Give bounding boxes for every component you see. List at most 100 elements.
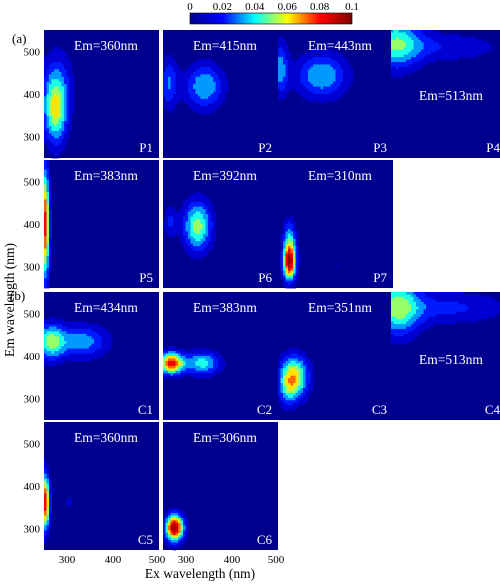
contour-cell	[94, 328, 97, 332]
contour-cell	[71, 324, 75, 327]
contour-cell	[205, 211, 209, 215]
contour-cell	[285, 260, 289, 264]
contour-cell	[195, 194, 199, 198]
contour-cell	[403, 333, 407, 337]
contour-cell	[298, 76, 301, 80]
contour-cell	[198, 76, 201, 80]
contour-cell	[315, 101, 319, 105]
contour-cell	[280, 260, 284, 264]
contour-cell	[473, 54, 477, 58]
contour-cell	[44, 84, 47, 88]
contour-cell	[59, 91, 62, 95]
contour-cell	[46, 145, 50, 149]
contour-cell	[418, 57, 422, 60]
contour-cell	[69, 351, 72, 354]
contour-cell	[303, 98, 306, 102]
contour-cell	[198, 199, 201, 203]
contour-cell	[190, 89, 194, 92]
contour-cell	[396, 299, 399, 303]
contour-cell	[293, 241, 296, 245]
contour-cell	[426, 54, 429, 58]
contour-cell	[205, 228, 209, 232]
contour-cell	[223, 98, 226, 102]
contour-cell	[398, 343, 402, 347]
contour-cell	[428, 311, 432, 315]
contour-cell	[283, 392, 286, 396]
contour-cell	[86, 338, 90, 342]
contour-cell	[64, 111, 67, 115]
contour-cell	[198, 248, 201, 252]
contour-cell	[218, 358, 221, 362]
contour-cell	[79, 324, 82, 327]
contour-cell	[411, 54, 414, 58]
contour-cell	[330, 81, 334, 85]
contour-cell	[198, 196, 201, 200]
contour-cell	[173, 542, 176, 546]
contour-cell	[403, 328, 407, 332]
contour-cell	[310, 378, 314, 382]
contour-cell	[431, 52, 434, 56]
contour-cell	[170, 527, 174, 531]
contour-cell	[411, 64, 414, 68]
contour-cell	[190, 211, 194, 215]
contour-cell	[323, 91, 326, 95]
contour-cell	[66, 138, 70, 142]
contour-cell	[183, 74, 186, 78]
contour-cell	[163, 106, 166, 110]
contour-cell	[298, 385, 301, 389]
contour-cell	[325, 84, 329, 88]
contour-cell	[308, 370, 311, 374]
contour-cell	[163, 91, 166, 95]
contour-cell	[208, 356, 211, 359]
contour-cell	[446, 39, 449, 43]
contour-cell	[165, 54, 169, 58]
contour-cell	[49, 527, 52, 531]
contour-cell	[288, 89, 291, 92]
contour-cell	[64, 74, 67, 78]
contour-cell	[46, 360, 50, 364]
contour-cell	[451, 301, 454, 305]
contour-cell	[64, 336, 67, 340]
contour-cell	[79, 336, 82, 340]
contour-cell	[178, 224, 181, 227]
contour-cell	[210, 363, 214, 367]
em-label: Em=383nm	[193, 300, 257, 315]
contour-cell	[91, 324, 95, 327]
panel-label: P6	[258, 270, 272, 285]
contour-cell	[290, 388, 294, 391]
contour-cell	[421, 326, 424, 330]
contour-cell	[333, 69, 336, 73]
contour-cell	[413, 69, 417, 73]
contour-cell	[178, 530, 181, 534]
contour-cell	[305, 89, 309, 92]
contour-cell	[205, 238, 209, 242]
contour-cell	[325, 91, 329, 95]
contour-cell	[203, 248, 206, 252]
contour-cell	[180, 520, 184, 524]
contour-cell	[473, 319, 477, 322]
contour-cell	[185, 211, 189, 215]
contour-cell	[310, 91, 314, 95]
contour-cell	[46, 86, 50, 90]
contour-cell	[325, 62, 329, 65]
contour-cell	[468, 314, 472, 318]
contour-cell	[61, 346, 65, 350]
contour-cell	[481, 304, 484, 308]
contour-cell	[498, 306, 500, 310]
contour-cell	[46, 493, 50, 497]
contour-cell	[288, 383, 291, 386]
contour-cell	[318, 54, 321, 58]
contour-cell	[403, 314, 407, 318]
contour-cell	[203, 241, 206, 245]
contour-cell	[188, 69, 191, 73]
contour-cell	[483, 294, 487, 298]
contour-cell	[446, 294, 449, 298]
contour-cell	[178, 219, 181, 222]
contour-cell	[300, 71, 304, 75]
contour-cell	[185, 66, 189, 70]
contour-cell	[44, 495, 47, 499]
contour-cell	[190, 226, 194, 230]
contour-cell	[205, 248, 209, 252]
contour-cell	[433, 32, 437, 36]
contour-cell	[345, 79, 349, 83]
